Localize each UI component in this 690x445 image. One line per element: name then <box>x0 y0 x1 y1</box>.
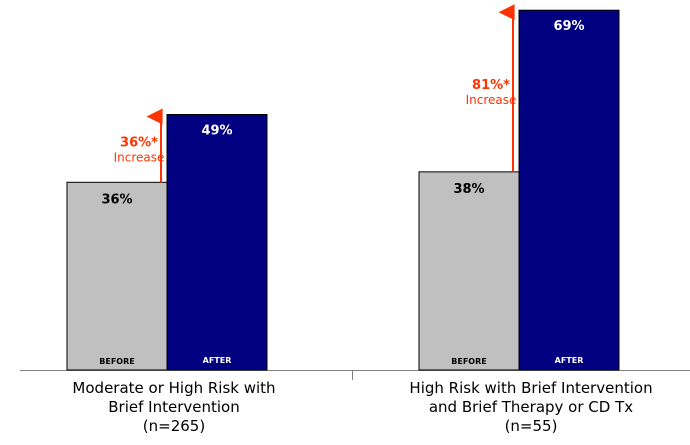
series-label-after: AFTER <box>555 356 584 365</box>
data-label-after: 49% <box>201 124 232 139</box>
increase-label: Increase <box>466 93 517 107</box>
category-label-line: and Brief Therapy or CD Tx <box>429 398 633 416</box>
bar-before <box>66 181 168 371</box>
category-label-line: (n=55) <box>505 417 558 435</box>
category-label-line: Moderate or High Risk with <box>72 379 275 397</box>
data-label-after: 69% <box>553 19 584 34</box>
bar-after <box>518 9 620 371</box>
category-label-line: (n=265) <box>143 417 205 435</box>
series-label-before: BEFORE <box>451 357 486 366</box>
bar-after <box>166 114 268 371</box>
category-label-line: Brief Intervention <box>108 398 239 416</box>
increase-percent: 81%* <box>472 78 510 93</box>
category-label-line: High Risk with Brief Intervention <box>409 379 652 397</box>
data-label-before: 36% <box>101 192 132 207</box>
increase-percent: 36%* <box>120 135 158 150</box>
series-label-before: BEFORE <box>99 357 134 366</box>
data-label-before: 38% <box>453 182 484 197</box>
bar-before <box>418 171 520 371</box>
series-label-after: AFTER <box>203 356 232 365</box>
increase-label: Increase <box>114 150 165 164</box>
